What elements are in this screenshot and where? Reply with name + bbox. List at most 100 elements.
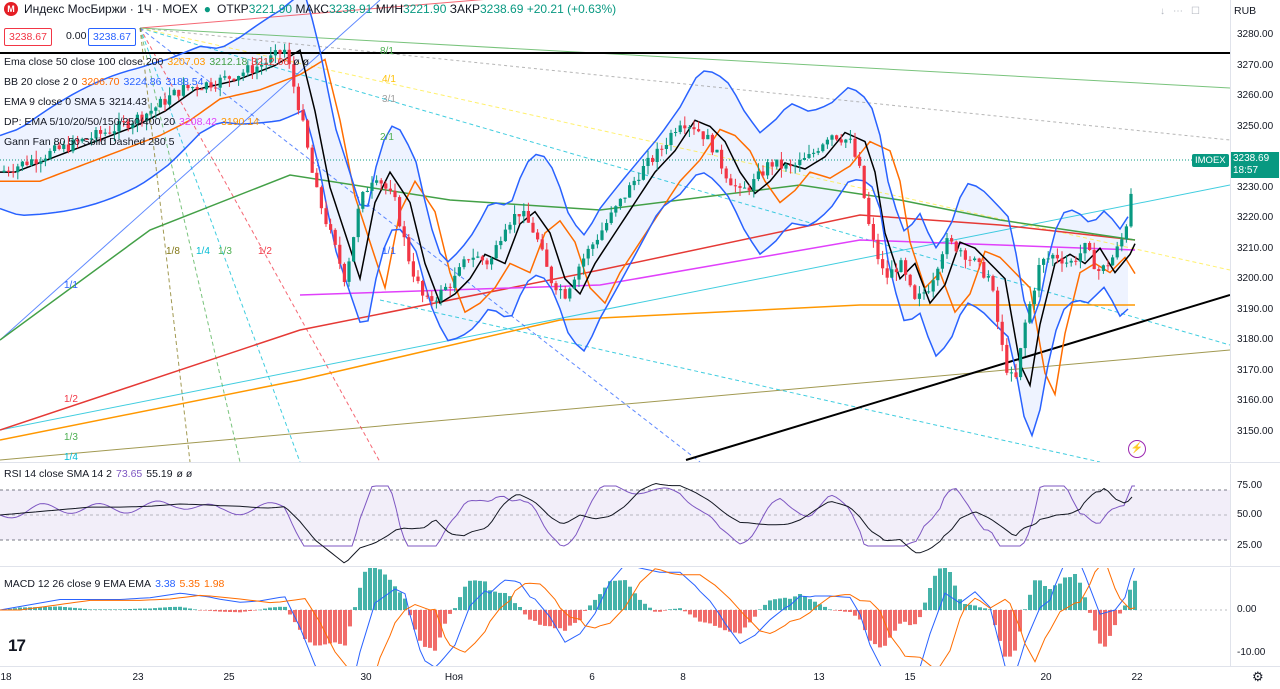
macd-histogram-bar bbox=[1043, 586, 1047, 610]
candle-body bbox=[48, 150, 52, 159]
rsi-chart[interactable] bbox=[0, 464, 1230, 566]
macd-axis[interactable]: 0.00 -10.00 bbox=[1230, 568, 1280, 666]
macd-histogram-bar bbox=[38, 607, 42, 610]
maximize-icon[interactable]: ☐ bbox=[1191, 6, 1200, 17]
rsi-tick-label: 75.00 bbox=[1237, 480, 1263, 491]
candle-body bbox=[1078, 253, 1082, 262]
candle-body bbox=[1083, 243, 1087, 254]
price-tick-label: 3260.00 bbox=[1237, 90, 1274, 101]
macd-histogram-bar bbox=[8, 608, 12, 610]
price-chart[interactable] bbox=[0, 0, 1230, 462]
macd-histogram-bar bbox=[788, 598, 792, 610]
legend-dp[interactable]: DP: EMA 5/10/20/50/150/250/400 20 3208.4… bbox=[4, 116, 259, 128]
gann-fan bbox=[0, 0, 1230, 462]
macd-histogram-bar bbox=[298, 610, 302, 630]
macd-histogram-bar bbox=[188, 608, 192, 610]
rsi-axis[interactable]: 75.00 50.00 25.00 bbox=[1230, 464, 1280, 566]
candle-body bbox=[76, 139, 80, 142]
macd-histogram-bar bbox=[18, 607, 22, 610]
chart-header: M Индекс МосБиржи · 1Ч · MOEX ● ОТКР3221… bbox=[4, 2, 616, 16]
candle-body bbox=[1037, 265, 1041, 291]
macd-histogram-bar bbox=[363, 571, 367, 610]
tradingview-logo-icon[interactable]: 17 bbox=[8, 636, 26, 655]
lightning-icon[interactable]: ⚡ bbox=[1128, 440, 1146, 458]
macd-pane[interactable]: MACD 12 26 close 9 EMA EMA 3.38 5.35 1.9… bbox=[0, 568, 1230, 666]
candle-body bbox=[922, 292, 926, 294]
candle-body bbox=[131, 123, 135, 129]
macd-histogram-bar bbox=[1113, 610, 1117, 626]
macd-tick-label: 0.00 bbox=[1237, 604, 1257, 615]
macd-histogram-bar bbox=[718, 610, 722, 628]
candle-body bbox=[448, 286, 452, 288]
currency-selector[interactable]: RUB bbox=[1234, 5, 1257, 17]
candle-body bbox=[738, 186, 742, 188]
macd-histogram-bar bbox=[268, 607, 272, 610]
legend-bb[interactable]: BB 20 close 2 0 3206.70 3224.86 3188.54 bbox=[4, 76, 204, 88]
symbol-title[interactable]: Индекс МосБиржи · 1Ч · MOEX bbox=[24, 2, 198, 16]
candle-body bbox=[545, 249, 549, 267]
settings-icon[interactable]: ⚙ bbox=[1252, 669, 1264, 684]
gann-fan-line bbox=[0, 349, 1230, 461]
macd-histogram-bar bbox=[1028, 594, 1032, 610]
candle-body bbox=[1092, 249, 1096, 270]
macd-histogram-bar bbox=[283, 606, 287, 610]
candle-body bbox=[439, 289, 443, 301]
candle-body bbox=[163, 98, 167, 105]
candle-body bbox=[329, 224, 333, 230]
gann-fan-line bbox=[139, 27, 701, 462]
macd-histogram-bar bbox=[383, 574, 387, 610]
candle-body bbox=[816, 151, 820, 153]
sell-button[interactable]: 3238.67 bbox=[4, 28, 52, 46]
candle-body bbox=[1106, 265, 1110, 267]
more-icon[interactable]: ⋯ bbox=[1173, 6, 1183, 17]
macd-histogram-bar bbox=[1058, 583, 1062, 610]
candle-body bbox=[1028, 304, 1032, 323]
macd-histogram-bar bbox=[473, 580, 477, 610]
candle-body bbox=[195, 87, 199, 90]
candle-body bbox=[25, 161, 29, 165]
time-tick-label: 22 bbox=[1131, 672, 1143, 683]
candle-body bbox=[264, 62, 268, 65]
candle-body bbox=[793, 165, 797, 167]
gann-fan-line bbox=[139, 27, 241, 462]
legend-macd[interactable]: MACD 12 26 close 9 EMA EMA 3.38 5.35 1.9… bbox=[4, 578, 225, 590]
price-axis[interactable]: 3280.003270.003260.003250.003240.003230.… bbox=[1230, 0, 1280, 462]
time-axis[interactable]: 18 23 25 30 Ноя 6 8 13 15 20 22 bbox=[0, 666, 1280, 689]
time-tick-label: 20 bbox=[1040, 672, 1052, 683]
macd-histogram-bar bbox=[443, 610, 447, 624]
candle-body bbox=[425, 295, 429, 297]
buy-button[interactable]: 3238.67 bbox=[88, 28, 136, 46]
legend-rsi[interactable]: RSI 14 close SMA 14 2 73.65 55.19 ø ø bbox=[4, 468, 193, 480]
legend-ema[interactable]: Ema close 50 close 100 close 200 3207.03… bbox=[4, 56, 310, 68]
candle-body bbox=[1097, 269, 1101, 271]
main-chart-pane[interactable]: 8/1 4/1 3/1 2/1 1/1 1/8 1/4 1/3 1/2 1/1 1/2 1/3 1/4 … bbox=[0, 0, 1230, 462]
candle-body bbox=[273, 50, 277, 56]
time-tick-label: 15 bbox=[904, 672, 916, 683]
macd-histogram-bar bbox=[933, 575, 937, 610]
candle-body bbox=[770, 162, 774, 167]
price-tick-label: 3250.00 bbox=[1237, 120, 1274, 132]
macd-histogram-bar bbox=[698, 610, 702, 622]
candle-body bbox=[283, 49, 287, 54]
candle-body bbox=[646, 157, 650, 166]
candle-body bbox=[526, 211, 530, 223]
price-tick-label: 3270.00 bbox=[1237, 59, 1274, 71]
macd-histogram-bar bbox=[758, 609, 762, 610]
candle-body bbox=[973, 258, 977, 261]
macd-histogram-bar bbox=[1128, 589, 1132, 610]
candle-body bbox=[756, 171, 760, 180]
candle-body bbox=[204, 82, 208, 90]
candle-body bbox=[963, 250, 967, 260]
candle-body bbox=[536, 232, 540, 240]
candle-body bbox=[476, 256, 480, 258]
legend-ema9[interactable]: EMA 9 close 0 SMA 5 3214.43 bbox=[4, 96, 147, 108]
candle-body bbox=[1005, 344, 1009, 373]
legend-gann[interactable]: Gann Fan 80 50 Solid Dashed 280 5 bbox=[4, 136, 175, 148]
macd-chart[interactable] bbox=[0, 568, 1230, 666]
candle-body bbox=[471, 257, 475, 260]
candle-body bbox=[1000, 321, 1004, 345]
macd-histogram-bar bbox=[358, 587, 362, 610]
down-arrow-icon[interactable]: ↓ bbox=[1160, 6, 1165, 17]
candle-body bbox=[30, 159, 34, 165]
rsi-pane[interactable]: RSI 14 close SMA 14 2 73.65 55.19 ø ø bbox=[0, 464, 1230, 566]
